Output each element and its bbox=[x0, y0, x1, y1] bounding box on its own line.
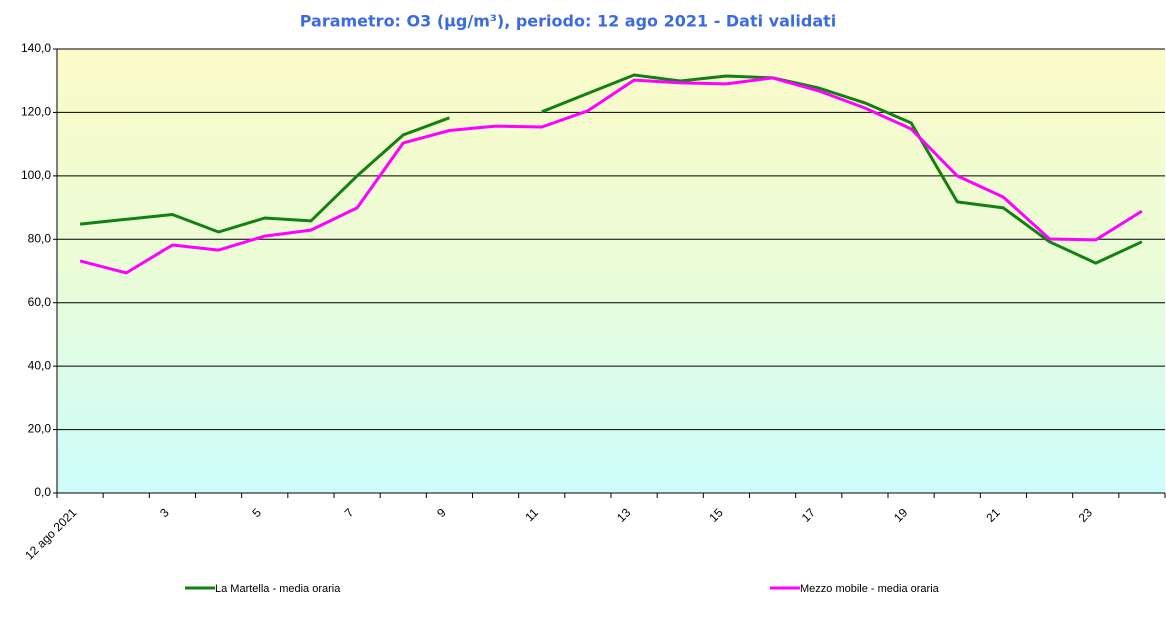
legend-label: Mezzo mobile - media oraria bbox=[800, 583, 940, 595]
x-tick-label: 19 bbox=[891, 505, 911, 525]
x-tick-label: 7 bbox=[342, 505, 357, 520]
x-tick-label: 21 bbox=[983, 505, 1003, 525]
x-tick-label: 17 bbox=[799, 505, 819, 525]
series-line bbox=[79, 76, 1143, 275]
y-tick-label: 80,0 bbox=[28, 231, 52, 245]
x-tick-label: 5 bbox=[249, 505, 264, 520]
y-tick-label: 20,0 bbox=[28, 422, 52, 436]
y-tick-label: 60,0 bbox=[28, 295, 52, 309]
y-tick-label: 120,0 bbox=[21, 105, 51, 119]
plot-area bbox=[57, 49, 1165, 493]
chart-title: Parametro: O3 (µg/m³), periodo: 12 ago 2… bbox=[300, 12, 837, 31]
series-line bbox=[79, 73, 1143, 265]
x-tick-label: 3 bbox=[157, 505, 172, 520]
y-tick-label: 40,0 bbox=[28, 358, 52, 372]
y-tick-label: 140,0 bbox=[21, 41, 51, 55]
x-tick-label: 23 bbox=[1076, 505, 1096, 525]
x-tick-label: 11 bbox=[522, 505, 541, 524]
x-tick-label: 15 bbox=[706, 505, 726, 525]
x-tick-label: 13 bbox=[614, 505, 634, 525]
y-tick-label: 0,0 bbox=[34, 485, 51, 499]
y-tick-label: 100,0 bbox=[21, 168, 51, 182]
x-tick-label: 12 ago 2021 bbox=[22, 505, 79, 562]
x-tick-label: 9 bbox=[434, 505, 449, 520]
legend-label: La Martella - media oraria bbox=[215, 583, 341, 595]
